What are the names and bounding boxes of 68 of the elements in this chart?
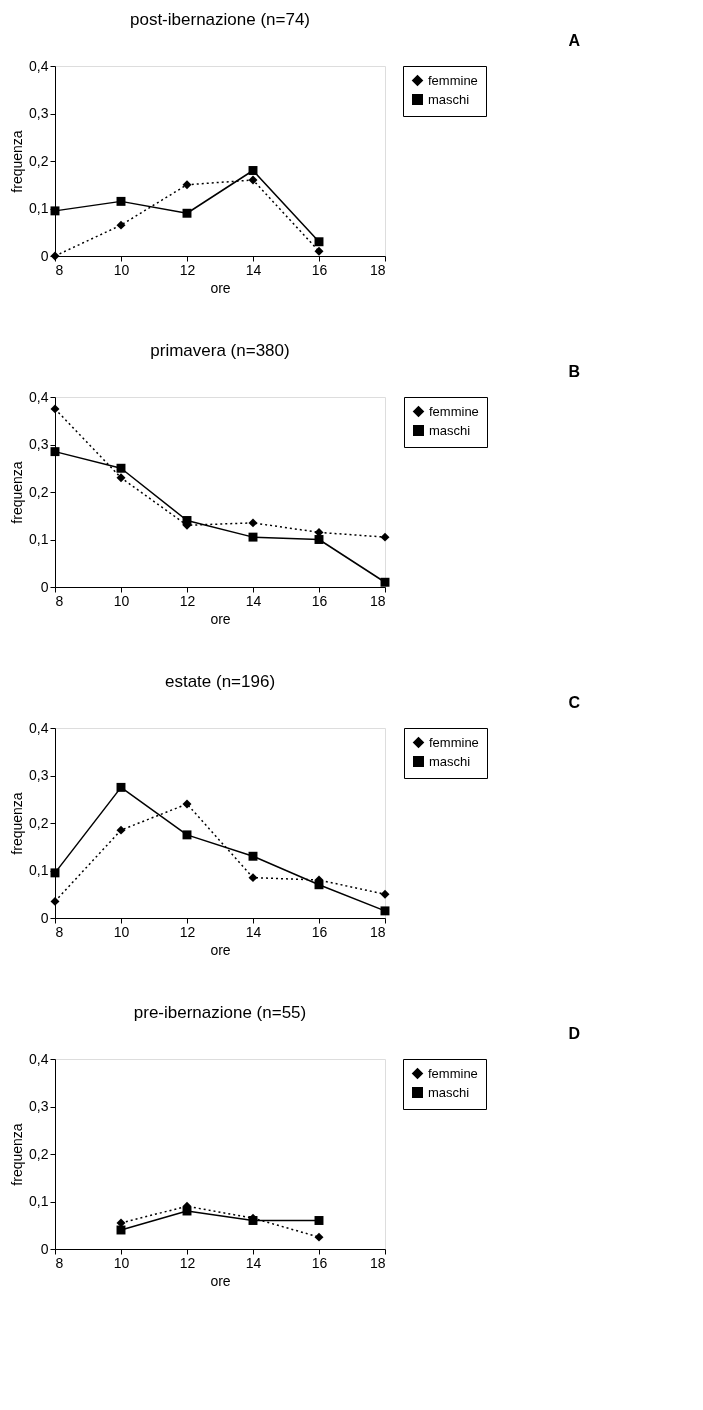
y-tick-label: 0,4: [29, 1050, 49, 1067]
legend-label: femmine: [428, 72, 478, 88]
y-tick-label: 0,3: [29, 1098, 49, 1114]
chart-title: pre-ibernazione (n=55): [133, 1003, 307, 1022]
y-axis-title: frequenza: [9, 792, 26, 855]
x-tick-label: 12: [179, 261, 196, 278]
y-tick-label: 0,3: [29, 436, 49, 452]
y-tick-label: 0,1: [29, 1193, 49, 1209]
legend-label: femmine: [429, 734, 479, 750]
x-tick-label: 14: [245, 923, 262, 940]
x-tick-label: 12: [179, 1254, 196, 1271]
x-tick-label: 18: [369, 261, 386, 278]
chart-title: estate (n=196): [164, 672, 276, 691]
x-tick-label: 16: [311, 923, 328, 940]
legend-label: maschi: [429, 422, 471, 438]
x-tick-label: 8: [55, 923, 64, 940]
y-axis-title: frequenza: [9, 461, 26, 524]
y-tick-label: 0: [40, 1240, 49, 1257]
legend-label: femmine: [429, 403, 479, 419]
x-tick-label: 16: [311, 1254, 328, 1271]
legend-label: maschi: [428, 91, 470, 107]
x-tick-label: 18: [369, 923, 386, 940]
y-tick-label: 0,2: [29, 1145, 49, 1162]
y-axis-title: frequenza: [9, 130, 26, 193]
x-tick-label: 12: [179, 592, 196, 609]
y-axis-title: frequenza: [9, 1123, 26, 1186]
y-tick-label: 0,1: [29, 862, 49, 878]
y-tick-label: 0,3: [29, 105, 49, 121]
text: C: [568, 694, 581, 711]
x-tick-label: 8: [55, 261, 64, 278]
x-tick-label: 14: [245, 592, 262, 609]
y-tick-label: 0,1: [29, 531, 49, 547]
chart-title: post-ibernazione (n=74): [129, 10, 311, 29]
x-tick-label: 8: [55, 592, 64, 609]
x-tick-label: 18: [369, 592, 386, 609]
text: A: [568, 32, 581, 49]
x-axis-title: ore: [210, 610, 231, 627]
y-tick-label: 0,2: [29, 152, 49, 169]
y-tick-label: 0,2: [29, 814, 49, 831]
y-tick-label: 0: [40, 909, 49, 926]
legend-label: maschi: [429, 753, 471, 769]
x-axis-title: ore: [210, 279, 231, 296]
y-tick-label: 0,2: [29, 483, 49, 500]
y-tick-label: 0,4: [29, 57, 49, 74]
y-tick-label: 0,1: [29, 200, 49, 216]
x-tick-label: 8: [55, 1254, 64, 1271]
x-axis-title: ore: [210, 941, 231, 958]
x-tick-label: 10: [113, 592, 130, 609]
text: B: [568, 363, 580, 380]
x-tick-label: 14: [245, 1254, 262, 1271]
chart-title: primavera (n=380): [150, 341, 290, 360]
y-tick-label: 0: [40, 578, 49, 595]
x-tick-label: 12: [179, 923, 196, 940]
x-tick-label: 16: [311, 261, 328, 278]
x-tick-label: 14: [245, 261, 262, 278]
legend-label: maschi: [428, 1084, 470, 1100]
x-tick-label: 10: [113, 1254, 130, 1271]
x-tick-label: 10: [113, 923, 130, 940]
x-tick-label: 10: [113, 261, 130, 278]
y-tick-label: 0: [40, 247, 49, 264]
y-tick-label: 0,3: [29, 767, 49, 783]
y-tick-label: 0,4: [29, 388, 49, 405]
x-tick-label: 16: [311, 592, 328, 609]
x-axis-title: ore: [210, 1272, 231, 1289]
text: D: [568, 1025, 580, 1042]
legend-label: femmine: [428, 1065, 478, 1081]
x-tick-label: 18: [369, 1254, 386, 1271]
y-tick-label: 0,4: [29, 719, 49, 736]
